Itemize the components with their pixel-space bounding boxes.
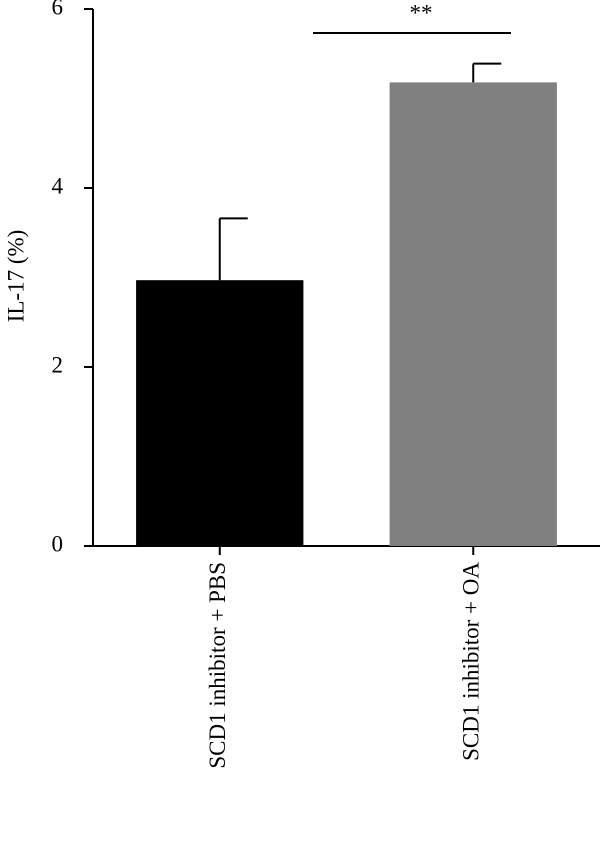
y-tick-label: 6 <box>52 0 64 19</box>
bar <box>389 82 557 546</box>
x-tick-label: SCD1 inhibitor + OA <box>459 562 484 761</box>
y-tick-label: 4 <box>52 173 64 198</box>
significance-label: ** <box>410 0 433 25</box>
bar <box>136 280 304 546</box>
y-tick-label: 0 <box>52 531 64 556</box>
y-tick-label: 2 <box>52 352 64 377</box>
x-tick-label: SCD1 inhibitor + PBS <box>205 562 230 769</box>
y-axis-label: IL-17 (%) <box>3 230 28 323</box>
